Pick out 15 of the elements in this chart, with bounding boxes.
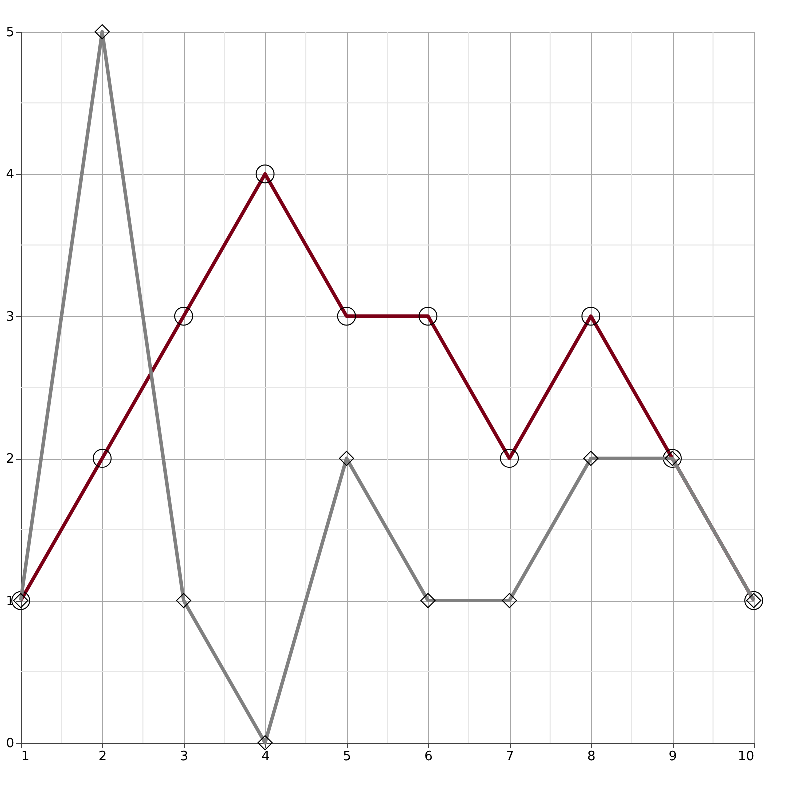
x-tick-label: 7 [506,750,514,764]
x-tick-label: 6 [424,750,433,764]
y-tick-label: 3 [6,310,14,325]
x-tick-label: 5 [343,750,352,764]
x-tick-label: 2 [98,750,108,764]
x-tick-label: 3 [180,750,189,764]
x-tick-label: 8 [587,750,596,764]
x-tick-label: 1 [22,750,30,764]
x-tick-label: 10 [738,750,754,764]
y-tick-label: 2 [6,452,14,468]
y-tick-label: 4 [6,168,14,183]
x-tick-label: 9 [668,750,678,764]
x-tick-label: 4 [262,750,270,764]
y-tick-label: 0 [6,736,14,752]
y-tick-label: 5 [6,26,14,40]
